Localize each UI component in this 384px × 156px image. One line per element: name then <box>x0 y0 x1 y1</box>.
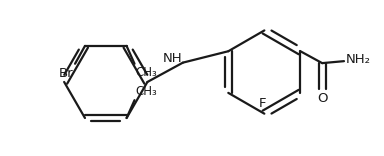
Text: CH₃: CH₃ <box>136 85 157 98</box>
Text: Br: Br <box>58 67 73 80</box>
Text: O: O <box>317 92 328 105</box>
Text: NH₂: NH₂ <box>346 53 371 66</box>
Text: NH: NH <box>163 52 183 65</box>
Text: CH₃: CH₃ <box>136 66 157 79</box>
Text: F: F <box>258 97 266 110</box>
